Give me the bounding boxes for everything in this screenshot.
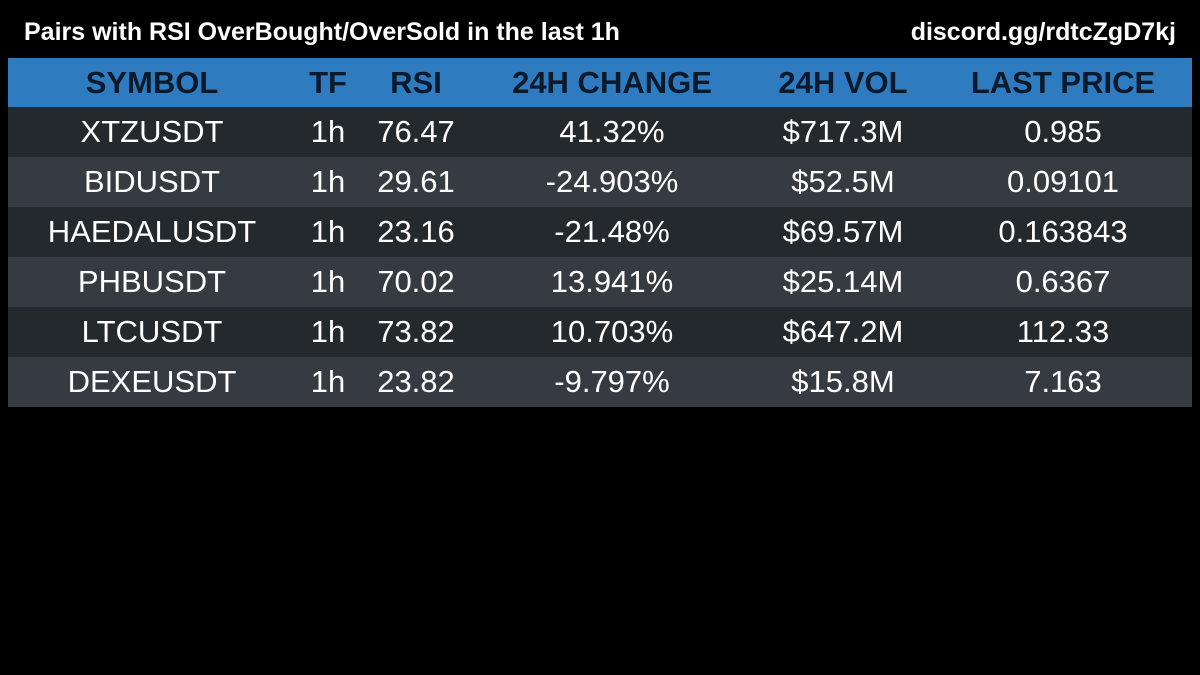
- column-header-tf: TF: [309, 65, 347, 100]
- cell-symbol: HAEDALUSDT: [47, 214, 257, 249]
- page-title: Pairs with RSI OverBought/OverSold in th…: [24, 18, 620, 46]
- cell-rsi: 70.02: [377, 264, 455, 299]
- rsi-table: SYMBOL TF RSI 24H CHANGE 24H VOL LAST PR…: [8, 58, 1192, 407]
- cell-tf: 1h: [310, 164, 346, 199]
- cell-symbol: DEXEUSDT: [67, 364, 237, 399]
- cell-24h-vol: $717.3M: [782, 114, 904, 149]
- cell-last-price: 0.09101: [1006, 164, 1120, 199]
- column-header-symbol: SYMBOL: [85, 65, 219, 100]
- cell-tf: 1h: [310, 314, 346, 349]
- cell-tf: 1h: [310, 264, 346, 299]
- table-header-row: SYMBOL TF RSI 24H CHANGE 24H VOL LAST PR…: [8, 58, 1192, 107]
- cell-24h-change: 41.32%: [559, 114, 665, 149]
- cell-last-price: 0.163843: [998, 214, 1128, 249]
- table-row: BIDUSDT 1h 29.61 -24.903% $52.5M 0.09101: [8, 157, 1192, 207]
- cell-24h-change: -24.903%: [545, 164, 679, 199]
- cell-last-price: 112.33: [1016, 314, 1110, 349]
- cell-24h-change: 13.941%: [550, 264, 674, 299]
- cell-last-price: 0.985: [1024, 114, 1102, 149]
- cell-tf: 1h: [310, 214, 346, 249]
- cell-symbol: LTCUSDT: [81, 314, 223, 349]
- cell-rsi: 73.82: [377, 314, 455, 349]
- cell-24h-change: -21.48%: [554, 214, 670, 249]
- cell-tf: 1h: [310, 114, 346, 149]
- table-row: HAEDALUSDT 1h 23.16 -21.48% $69.57M 0.16…: [8, 207, 1192, 257]
- discord-link[interactable]: discord.gg/rdtcZgD7kj: [910, 18, 1176, 46]
- cell-rsi: 23.16: [377, 214, 455, 249]
- column-header-24h-change: 24H CHANGE: [512, 65, 712, 100]
- cell-rsi: 23.82: [377, 364, 455, 399]
- cell-tf: 1h: [310, 364, 346, 399]
- cell-symbol: PHBUSDT: [77, 264, 227, 299]
- table-row: PHBUSDT 1h 70.02 13.941% $25.14M 0.6367: [8, 257, 1192, 307]
- cell-last-price: 7.163: [1024, 364, 1102, 399]
- cell-24h-vol: $52.5M: [791, 164, 895, 199]
- cell-24h-change: -9.797%: [554, 364, 670, 399]
- cell-rsi: 76.47: [377, 114, 455, 149]
- table-row: DEXEUSDT 1h 23.82 -9.797% $15.8M 7.163: [8, 357, 1192, 407]
- cell-24h-vol: $69.57M: [782, 214, 904, 249]
- cell-24h-vol: $15.8M: [791, 364, 895, 399]
- column-header-last-price: LAST PRICE: [970, 65, 1156, 100]
- cell-last-price: 0.6367: [1015, 264, 1111, 299]
- table-row: LTCUSDT 1h 73.82 10.703% $647.2M 112.33: [8, 307, 1192, 357]
- cell-24h-vol: $647.2M: [782, 314, 904, 349]
- cell-symbol: BIDUSDT: [83, 164, 221, 199]
- cell-symbol: XTZUSDT: [80, 114, 224, 149]
- cell-24h-vol: $25.14M: [782, 264, 904, 299]
- cell-rsi: 29.61: [377, 164, 455, 199]
- cell-24h-change: 10.703%: [550, 314, 674, 349]
- column-header-24h-vol: 24H VOL: [778, 65, 908, 100]
- column-header-rsi: RSI: [390, 65, 442, 100]
- header: Pairs with RSI OverBought/OverSold in th…: [0, 0, 1200, 58]
- table-row: XTZUSDT 1h 76.47 41.32% $717.3M 0.985: [8, 107, 1192, 157]
